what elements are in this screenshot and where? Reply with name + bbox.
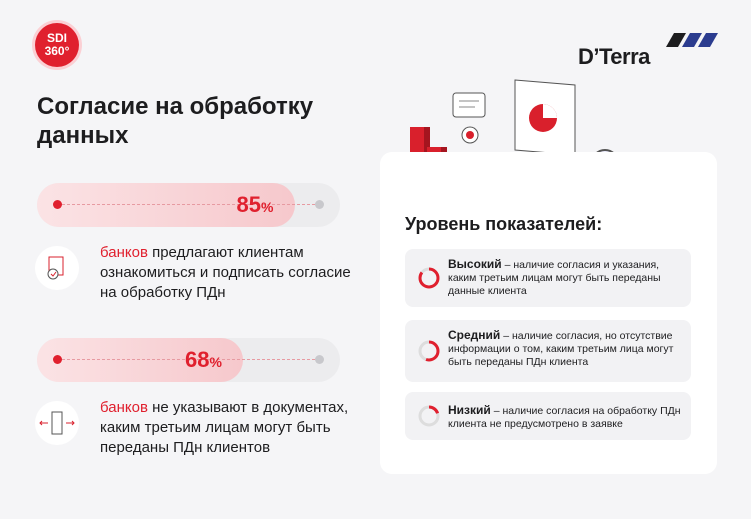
level-description: – наличие согласия и указания, каким тре… [448,259,661,297]
progress-fill [37,183,295,227]
stat-unit: % [261,199,274,215]
icon [39,411,75,435]
stat-number: 85 [236,192,262,217]
level-name: Средний [448,328,501,342]
title: Согласие на обработку данных [37,93,314,149]
level-ring [418,267,440,289]
level-name: Низкий [448,403,491,417]
progress-track: 85% [37,183,340,227]
logo-text: 360° [44,44,70,58]
stat-text: банков предлагают клиентам ознакомиться … [100,243,360,303]
stat-value: 85% [237,192,274,218]
level-ring [418,340,440,362]
progress-fill [37,338,244,382]
dot [53,200,62,209]
level-card: Средний – наличие согласия, но отсутстви… [405,320,691,382]
panel-title: Уровень показателей: [405,214,603,234]
stat-highlight: банков [100,399,148,416]
stat-text: банков не указывают в документах, каким … [100,398,360,458]
brand: D’Terra [578,44,650,69]
dot [53,355,62,364]
stat-number: 68 [185,347,210,372]
brand-stripes [666,33,718,47]
level-card: Низкий – наличие согласия на обработку П… [405,392,691,440]
level-text: Высокий – наличие согласия и указания, к… [448,258,681,298]
progress-dash [57,359,320,360]
level-card: Высокий – наличие согласия и указания, к… [405,249,691,307]
level-text: Средний – наличие согласия, но отсутстви… [448,329,681,369]
stat-description: предлагают клиентам ознакомиться и подпи… [100,244,351,301]
logo-text: SDI [46,31,67,45]
icon [47,256,64,280]
stat-description: не указывают в документах, каким третьим… [100,399,349,456]
level-name: Высокий [448,257,502,271]
dot [315,200,324,209]
level-ring [418,405,440,427]
level-text: Низкий – наличие согласия на обработку П… [448,404,681,431]
progress-track: 68% [37,338,340,382]
progress-dash [57,204,320,205]
logo: SDI 360° [35,23,79,67]
level-description: – наличие согласия, но отсутствие информ… [448,330,674,368]
stat-icon [35,401,79,445]
stat-value: 68% [185,347,222,373]
level-description: – наличие согласия на обработку ПДн клие… [448,405,681,430]
stat-icon [35,246,79,290]
dot [315,355,324,364]
stat-unit: % [209,354,222,370]
stat-highlight: банков [100,244,148,261]
